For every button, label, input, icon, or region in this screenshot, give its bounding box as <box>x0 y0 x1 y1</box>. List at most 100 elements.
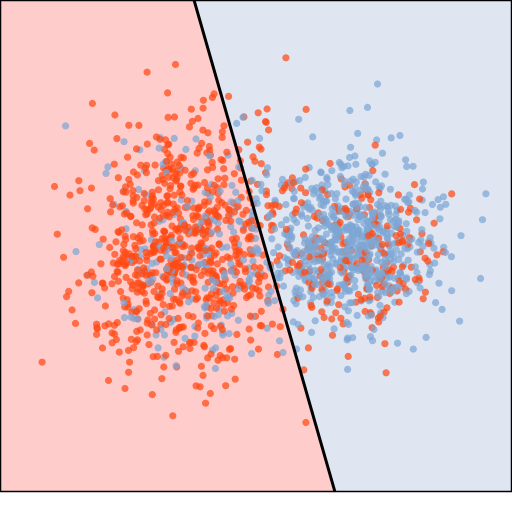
class-a-point <box>121 384 129 393</box>
class-b-point <box>328 167 336 175</box>
class-b-point <box>271 297 279 305</box>
class-b-point <box>216 187 224 195</box>
class-a-point <box>118 226 126 234</box>
class-a-point <box>247 336 255 344</box>
class-a-point <box>190 278 198 286</box>
class-a-point <box>220 165 228 173</box>
class-a-point <box>142 300 150 308</box>
class-b-point <box>311 242 320 250</box>
class-b-point <box>263 171 271 179</box>
class-a-point <box>231 355 239 363</box>
class-a-point <box>150 213 159 221</box>
class-a-point <box>289 179 298 187</box>
class-b-point <box>379 229 387 237</box>
class-b-point <box>439 193 448 201</box>
class-a-point <box>215 240 223 248</box>
class-b-point <box>317 168 325 176</box>
class-b-point <box>318 247 326 256</box>
class-b-point <box>95 241 103 249</box>
class-a-point <box>148 391 156 399</box>
class-a-point <box>97 260 105 268</box>
class-a-point <box>110 160 118 168</box>
class-a-point <box>98 344 107 352</box>
class-a-point <box>204 312 212 320</box>
class-b-point <box>376 301 384 309</box>
class-b-point <box>344 162 352 170</box>
class-b-point <box>227 223 235 231</box>
class-a-point <box>335 301 343 309</box>
class-a-point <box>148 321 156 329</box>
class-b-point <box>422 333 430 341</box>
class-a-point <box>164 192 172 200</box>
class-b-point <box>390 274 398 282</box>
class-a-point <box>197 362 205 370</box>
class-a-point <box>129 168 138 176</box>
class-a-point <box>275 252 284 260</box>
class-a-point <box>354 290 362 298</box>
class-b-point <box>275 261 283 269</box>
class-a-point <box>132 338 140 346</box>
class-a-point <box>246 312 254 320</box>
class-a-point <box>282 54 290 62</box>
class-a-point <box>240 285 249 293</box>
class-b-point <box>162 252 171 260</box>
class-b-point <box>341 303 349 311</box>
class-a-point <box>188 249 196 257</box>
class-a-point <box>302 418 310 427</box>
class-b-point <box>402 156 410 164</box>
class-a-point <box>163 211 171 219</box>
class-b-point <box>406 236 414 244</box>
class-b-point <box>386 247 395 255</box>
class-a-point <box>194 243 202 251</box>
class-a-point <box>383 304 391 312</box>
class-a-point <box>302 189 310 197</box>
class-a-point <box>448 190 456 198</box>
class-a-point <box>114 277 122 285</box>
class-b-point <box>367 311 375 319</box>
class-a-point <box>392 232 400 240</box>
class-a-point <box>128 253 136 261</box>
class-a-point <box>149 230 157 238</box>
class-a-point <box>337 314 345 322</box>
class-a-point <box>232 247 240 255</box>
class-a-point <box>207 257 215 265</box>
class-b-point <box>264 298 272 306</box>
class-a-point <box>93 325 101 333</box>
class-b-point <box>223 293 231 301</box>
class-a-point <box>271 201 279 209</box>
class-b-point <box>348 225 356 233</box>
class-a-point <box>278 187 286 195</box>
class-b-point <box>326 241 334 249</box>
class-b-point <box>304 203 312 212</box>
class-a-point <box>425 240 433 248</box>
class-b-point <box>312 184 320 192</box>
class-b-point <box>328 289 336 297</box>
class-a-point <box>218 133 226 141</box>
class-b-point <box>295 272 303 280</box>
class-b-point <box>441 248 449 257</box>
class-b-point <box>411 206 419 214</box>
class-b-point <box>318 273 326 281</box>
class-a-point <box>394 191 402 199</box>
class-a-point <box>123 259 131 267</box>
class-a-point <box>132 145 141 153</box>
class-b-point <box>365 171 373 179</box>
class-a-point <box>378 240 386 249</box>
class-b-point <box>369 209 377 218</box>
class-b-point <box>172 362 180 370</box>
class-a-point <box>383 222 391 230</box>
class-a-point <box>145 341 153 349</box>
class-a-point <box>222 382 230 390</box>
class-b-point <box>208 228 216 236</box>
class-a-point <box>154 186 163 194</box>
class-a-point <box>164 89 172 97</box>
class-a-point <box>50 182 59 191</box>
class-a-point <box>244 292 252 300</box>
class-a-point <box>220 307 228 315</box>
class-a-point <box>192 295 200 303</box>
class-b-point <box>482 190 490 198</box>
class-a-point <box>229 283 237 291</box>
class-b-point <box>416 284 424 292</box>
class-a-point <box>195 144 203 153</box>
class-b-point <box>62 122 70 130</box>
